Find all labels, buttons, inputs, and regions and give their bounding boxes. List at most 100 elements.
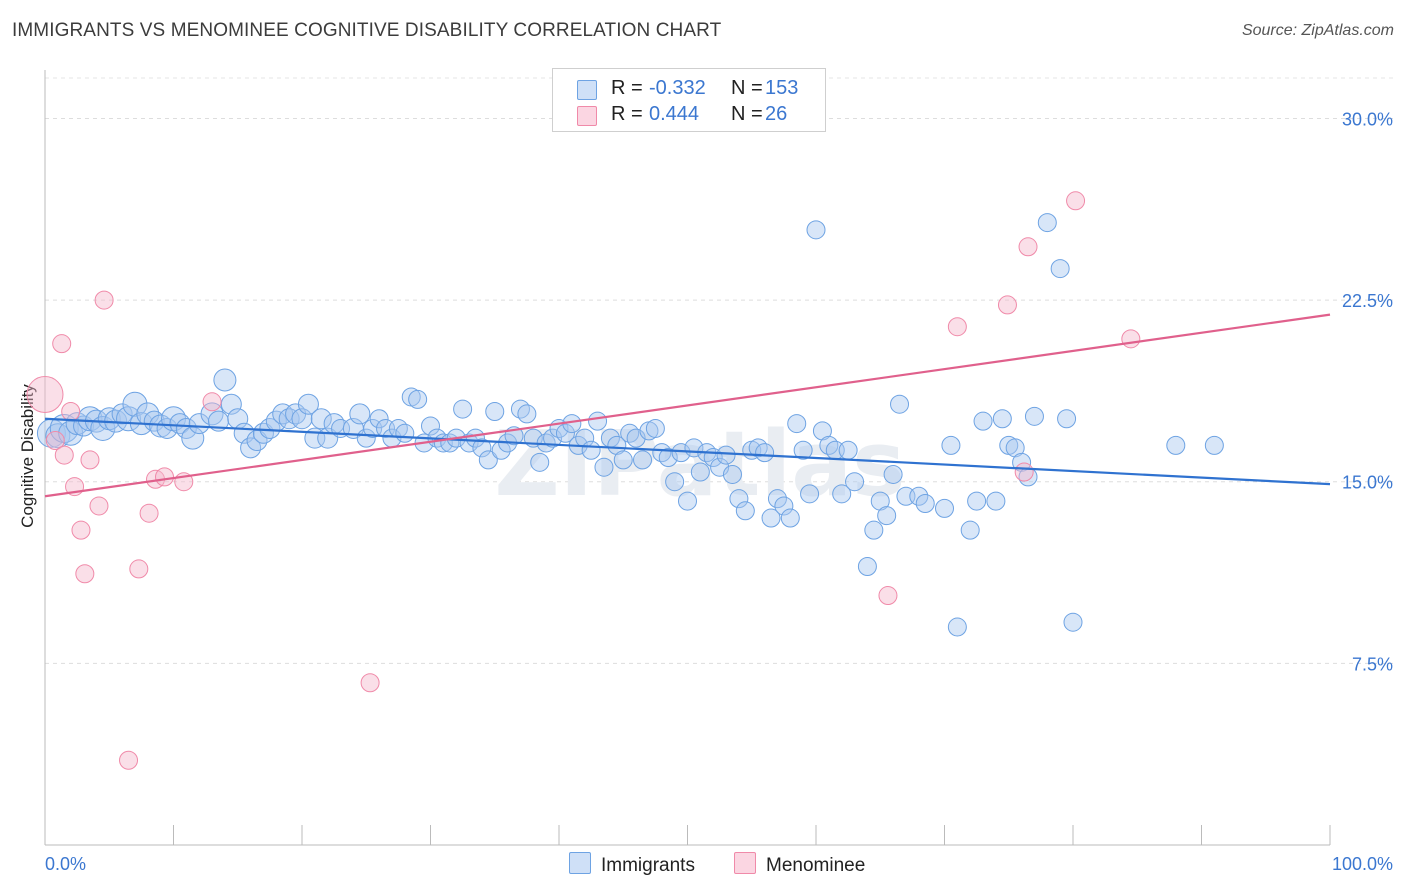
- immigrants-point: [517, 404, 537, 424]
- immigrants-point: [349, 403, 371, 425]
- immigrants-point: [722, 464, 742, 484]
- immigrants-point: [472, 438, 492, 458]
- immigrants-point: [555, 423, 575, 443]
- immigrants-point: [832, 484, 852, 504]
- immigrants-point: [530, 452, 550, 472]
- n-value: 153: [765, 77, 799, 99]
- immigrants-point: [729, 489, 749, 509]
- menominee-point: [997, 295, 1017, 315]
- menominee-point: [947, 317, 967, 337]
- immigrants-point: [909, 486, 929, 506]
- immigrants-point: [652, 443, 672, 463]
- menominee-point: [139, 503, 159, 523]
- n-label: N =: [731, 77, 763, 99]
- immigrants-point: [748, 438, 768, 458]
- immigrants-point: [369, 409, 389, 429]
- immigrants-point: [845, 472, 865, 492]
- immigrants-point: [65, 412, 89, 436]
- chart-legend: Immigrants Menominee: [0, 852, 1406, 878]
- immigrants-point: [485, 401, 505, 421]
- menominee-point: [129, 559, 149, 579]
- immigrants-point: [665, 472, 685, 492]
- immigrants-point: [973, 411, 993, 431]
- immigrants-point: [960, 520, 980, 540]
- immigrants-point: [613, 450, 633, 470]
- immigrants-point: [297, 393, 319, 415]
- r-label: R =: [611, 77, 643, 99]
- r-value: 0.444: [649, 103, 700, 125]
- y-tick-label: 30.0%: [1342, 109, 1393, 129]
- immigrants-point: [459, 433, 479, 453]
- immigrants-point: [986, 491, 1006, 511]
- immigrants-point: [877, 506, 897, 526]
- immigrants-point: [812, 421, 832, 441]
- immigrants-point: [465, 428, 485, 448]
- immigrants-point: [310, 408, 332, 430]
- immigrants-point: [356, 428, 376, 448]
- x-tick-label: 100.0%: [1332, 854, 1393, 874]
- immigrants-point: [581, 440, 601, 460]
- immigrants-point: [543, 428, 563, 448]
- immigrants-point: [421, 416, 440, 436]
- menominee-point: [1018, 237, 1038, 257]
- immigrants-point: [1037, 213, 1057, 233]
- immigrants-point: [883, 464, 903, 484]
- immigrants-point: [1024, 406, 1044, 426]
- immigrants-point: [806, 220, 826, 240]
- immigrants-point: [915, 494, 935, 514]
- immigrants-point: [935, 498, 954, 518]
- immigrants-point: [870, 491, 890, 511]
- immigrants-point: [800, 484, 820, 504]
- y-tick-label: 7.5%: [1352, 654, 1393, 674]
- menominee-point: [155, 467, 175, 487]
- menominee-point: [360, 673, 380, 693]
- immigrants-point: [116, 406, 142, 432]
- menominee-point: [61, 401, 81, 421]
- x-tick-label: 0.0%: [45, 854, 86, 874]
- immigrants-point: [761, 508, 781, 528]
- immigrants-trend-line: [44, 417, 1331, 486]
- n-label: N =: [731, 103, 763, 125]
- immigrants-point: [787, 414, 807, 434]
- immigrants-point: [588, 411, 608, 431]
- watermark: ZIPatlas: [494, 412, 905, 517]
- immigrants-point: [838, 440, 858, 460]
- menominee-point: [1121, 329, 1141, 349]
- correlation-stats-box: R = -0.332 N = 153 R = 0.444 N = 26: [552, 68, 826, 132]
- immigrants-point: [478, 450, 498, 470]
- menominee-trend-line: [44, 313, 1331, 498]
- legend-swatch-menominee: [734, 852, 756, 874]
- legend-item-menominee[interactable]: Menominee: [734, 852, 865, 877]
- immigrants-point: [819, 435, 839, 455]
- immigrants-point: [620, 423, 640, 443]
- menominee-swatch: [577, 106, 597, 126]
- menominee-point: [26, 376, 64, 414]
- immigrants-point: [645, 418, 665, 438]
- n-value: 26: [765, 103, 788, 125]
- menominee-point: [878, 586, 898, 606]
- immigrants-point: [780, 508, 800, 528]
- y-tick-label: 15.0%: [1342, 473, 1393, 493]
- immigrants-point: [774, 496, 794, 516]
- legend-label: Menominee: [766, 855, 866, 876]
- immigrants-point: [1204, 435, 1224, 455]
- immigrants-point: [793, 440, 813, 460]
- immigrants-swatch: [577, 80, 597, 100]
- r-value: -0.332: [649, 77, 706, 99]
- immigrants-point: [767, 489, 787, 509]
- menominee-point: [71, 520, 91, 540]
- legend-label: Immigrants: [601, 855, 695, 876]
- immigrants-point: [175, 417, 197, 439]
- immigrants-point: [408, 389, 428, 409]
- immigrants-point: [947, 617, 967, 637]
- legend-item-immigrants[interactable]: Immigrants: [569, 852, 695, 877]
- immigrants-point: [716, 445, 736, 465]
- immigrants-point: [690, 462, 710, 482]
- menominee-point: [52, 334, 72, 354]
- y-tick-label: 22.5%: [1342, 291, 1393, 311]
- stats-row-immigrants: R = -0.332 N = 153: [553, 77, 825, 103]
- menominee-point: [94, 290, 114, 310]
- menominee-point: [89, 496, 109, 516]
- immigrants-point: [857, 556, 877, 576]
- immigrants-point: [678, 491, 697, 511]
